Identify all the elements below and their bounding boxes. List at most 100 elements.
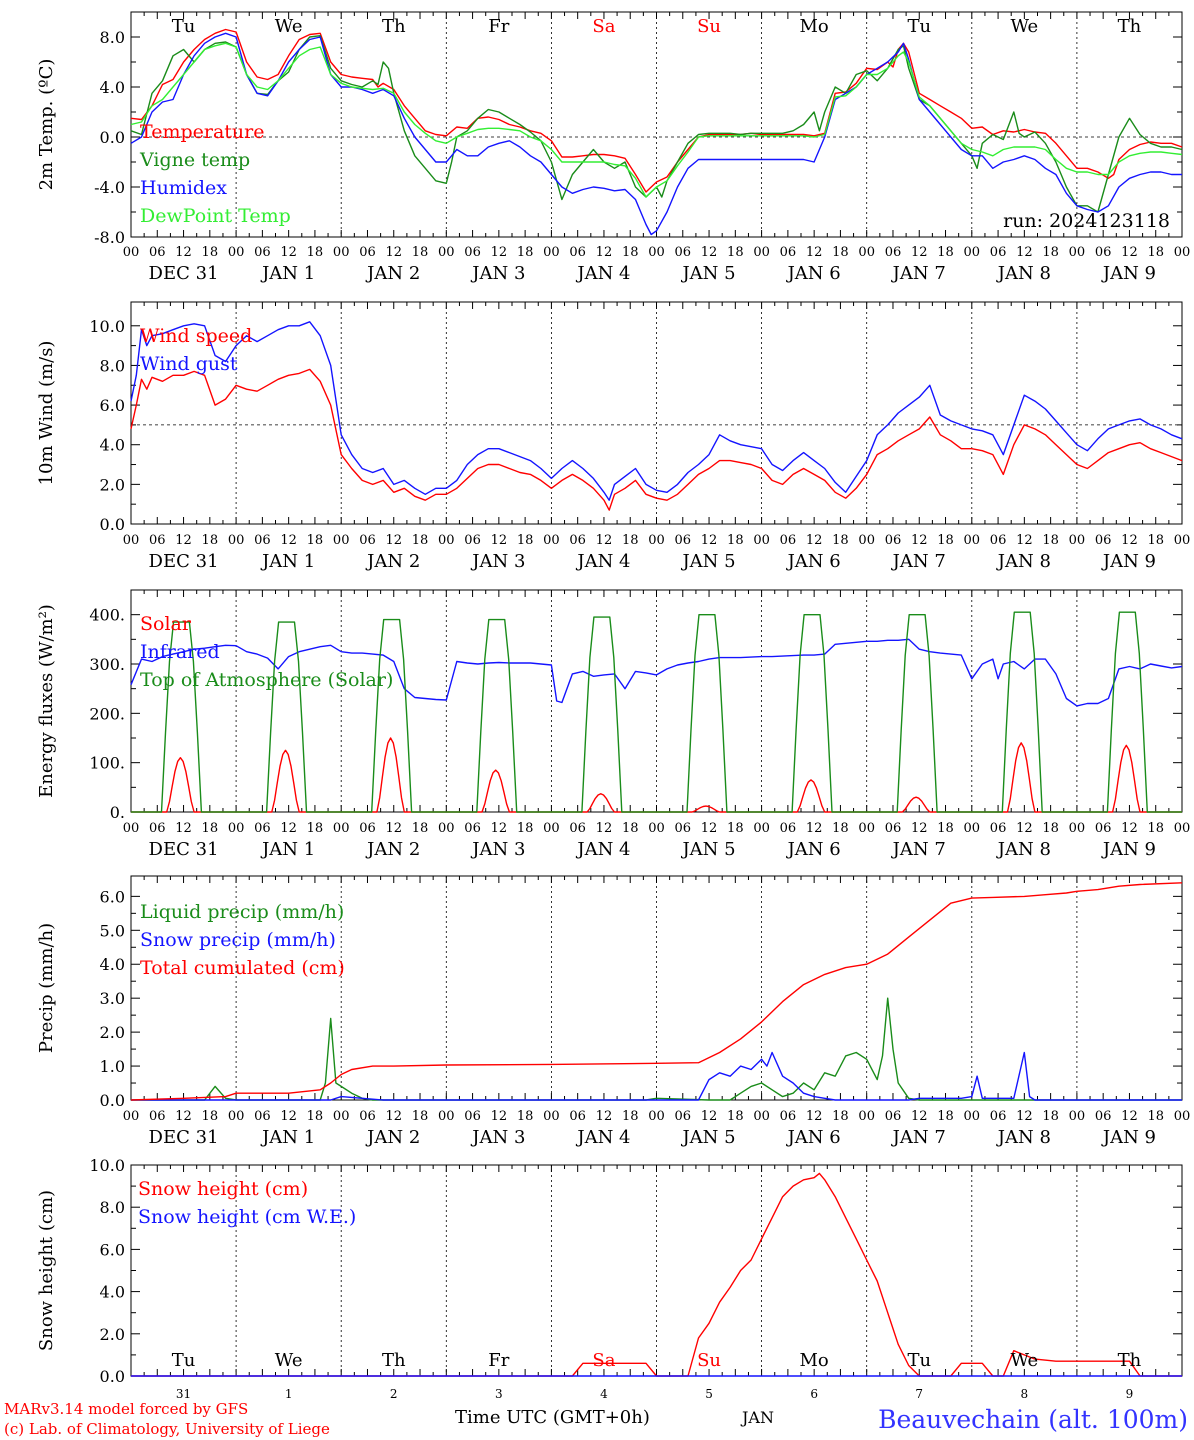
y-tick-label: 4.0 <box>100 78 125 97</box>
station-name: Beauvechain (alt. 100m) <box>878 1405 1188 1434</box>
hour-tick-label: 12 <box>596 245 613 260</box>
hour-tick-label: 12 <box>280 1109 297 1124</box>
hour-tick-label: 18 <box>937 245 954 260</box>
day-number-label: 31 <box>176 1387 191 1401</box>
hour-tick-label: 00 <box>753 821 770 836</box>
hour-tick-label: 06 <box>254 1109 271 1124</box>
hour-tick-label: 00 <box>123 533 140 548</box>
hour-tick-label: 18 <box>412 245 429 260</box>
y-tick-label: 400. <box>89 606 125 625</box>
legend-entry: Solar <box>140 613 192 635</box>
hour-tick-label: 06 <box>885 245 902 260</box>
series-group <box>130 611 1183 813</box>
hour-tick-label: 00 <box>858 533 875 548</box>
date-label: JAN 6 <box>786 551 841 572</box>
hour-tick-label: 12 <box>280 245 297 260</box>
y-tick-label: 0.0 <box>100 128 125 147</box>
date-label: JAN 1 <box>260 839 315 860</box>
hour-tick-label: 18 <box>412 821 429 836</box>
hour-tick-label: 12 <box>701 1109 718 1124</box>
day-number-label: 6 <box>810 1387 818 1401</box>
date-label: JAN 5 <box>680 1127 735 1148</box>
weekday-label: We <box>1011 16 1039 37</box>
hour-tick-label: 12 <box>491 1109 508 1124</box>
date-label: JAN 1 <box>260 551 315 572</box>
legend-entry: Vigne temp <box>139 149 250 171</box>
hour-tick-label: 18 <box>307 821 324 836</box>
series-line-snow-height-cm <box>131 1172 1182 1377</box>
date-label: JAN 1 <box>260 263 315 284</box>
hour-tick-label: 06 <box>675 245 692 260</box>
y-axis-label: 2m Temp. (ºC) <box>36 59 57 191</box>
panel-2: 10.0 8.0 6.0 4.0 2.0 0.0 10m Wind (m/s) Wind sp… <box>36 301 1190 572</box>
weekday-label: Su <box>697 16 721 37</box>
hour-tick-label: 00 <box>858 1109 875 1124</box>
hour-tick-label: 00 <box>123 821 140 836</box>
hour-tick-label: 18 <box>727 245 744 260</box>
weekday-label: We <box>275 16 303 37</box>
hour-tick-label: 00 <box>543 245 560 260</box>
y-axis-label: 10m Wind (m/s) <box>36 341 57 486</box>
hour-tick-label: 00 <box>1174 245 1191 260</box>
hour-tick-label: 18 <box>622 1109 639 1124</box>
series-line-humidex <box>130 32 1182 236</box>
hour-tick-label: 12 <box>701 245 718 260</box>
date-label: JAN 8 <box>996 839 1051 860</box>
date-label: JAN 7 <box>891 1127 946 1148</box>
y-tick-label: 2.0 <box>100 1023 125 1042</box>
hour-tick-label: 18 <box>727 533 744 548</box>
copyright-credit: (c) Lab. of Climatology, University of L… <box>4 1420 330 1438</box>
date-label: JAN 7 <box>891 263 946 284</box>
hour-tick-label: 06 <box>149 245 166 260</box>
hour-tick-label: 12 <box>596 533 613 548</box>
weekday-label: Sa <box>592 1350 615 1371</box>
hour-tick-label: 06 <box>149 821 166 836</box>
hour-tick-label: 18 <box>202 821 219 836</box>
series-line-liquid-precip-mm-h <box>131 997 1182 1101</box>
hour-tick-label: 06 <box>149 1109 166 1124</box>
hour-tick-label: 00 <box>228 245 245 260</box>
weekday-label: Th <box>1118 16 1142 37</box>
series-line-snow-precip-mm-h <box>131 1051 1182 1101</box>
y-tick-label: 6.0 <box>100 396 125 415</box>
hour-tick-label: 06 <box>675 533 692 548</box>
weekday-label: Th <box>382 1350 406 1371</box>
hour-tick-label: 18 <box>202 1109 219 1124</box>
hour-tick-label: 06 <box>780 245 797 260</box>
legend-entry: Liquid precip (mm/h) <box>140 901 344 923</box>
y-tick-label: 4.0 <box>100 955 125 974</box>
y-tick-label: 100. <box>89 754 125 773</box>
hour-tick-label: 18 <box>832 821 849 836</box>
hour-tick-label: 18 <box>1147 533 1164 548</box>
hour-tick-label: 12 <box>175 1109 192 1124</box>
hour-tick-label: 06 <box>780 533 797 548</box>
legend-entry: Temperature <box>140 121 264 143</box>
series-group <box>130 321 1183 511</box>
weekday-label: We <box>275 1350 303 1371</box>
date-label: JAN 2 <box>365 1127 420 1148</box>
date-label: JAN 9 <box>1101 1127 1156 1148</box>
series-line-dewpoint-temp <box>130 42 1183 198</box>
hour-tick-label: 18 <box>727 1109 744 1124</box>
day-number-label: 3 <box>495 1387 503 1401</box>
y-tick-label: 0. <box>110 803 125 822</box>
hour-tick-label: 06 <box>464 533 481 548</box>
hour-tick-label: 18 <box>622 245 639 260</box>
y-tick-label: -4.0 <box>94 178 125 197</box>
hour-tick-label: 00 <box>543 821 560 836</box>
hour-tick-label: 12 <box>1016 1109 1033 1124</box>
hour-tick-label: 12 <box>596 821 613 836</box>
hour-tick-label: 12 <box>1121 1109 1138 1124</box>
hour-tick-label: 12 <box>596 1109 613 1124</box>
hour-tick-label: 12 <box>1121 821 1138 836</box>
date-label: JAN 5 <box>680 551 735 572</box>
hour-tick-label: 06 <box>359 1109 376 1124</box>
hour-tick-label: 18 <box>412 533 429 548</box>
hour-tick-label: 00 <box>1069 533 1086 548</box>
series-line-total-cumulated-cm <box>130 882 1183 1101</box>
hour-tick-label: 06 <box>780 1109 797 1124</box>
series-line-wind-speed <box>130 368 1183 511</box>
hour-tick-label: 06 <box>990 1109 1007 1124</box>
hour-tick-label: 00 <box>333 245 350 260</box>
hour-tick-label: 18 <box>1042 533 1059 548</box>
